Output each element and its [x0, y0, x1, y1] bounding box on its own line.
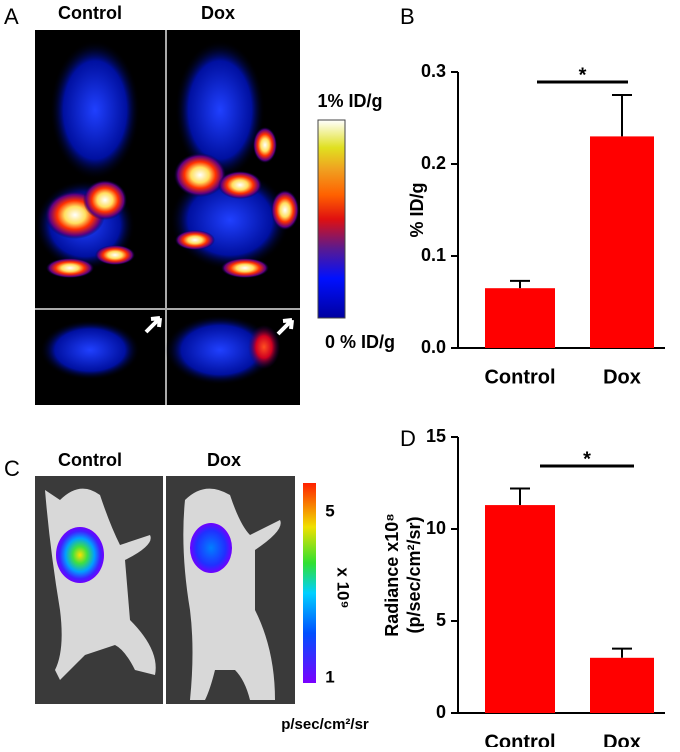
y-tick-label: 0.3	[421, 61, 446, 81]
fixed-texts: A Control Dox 1% ID/g 0 % ID/g C Control…	[4, 3, 395, 733]
bar	[485, 505, 555, 713]
x-tick-label: Dox	[603, 731, 641, 747]
column-label: Control	[58, 450, 122, 470]
pet-images	[35, 30, 346, 405]
y-tick-label: 0.0	[421, 337, 446, 357]
x-tick-label: Control	[484, 731, 555, 747]
y-axis-label: Radiance x10⁸	[382, 513, 402, 637]
bar	[590, 657, 654, 713]
significance-label: *	[579, 64, 587, 86]
y-tick-label: 0.1	[421, 245, 446, 265]
bar	[485, 288, 555, 348]
scale-factor: x 10⁹	[334, 567, 353, 608]
x-tick-label: Dox	[603, 366, 641, 388]
y-axis-label: % ID/g	[407, 182, 427, 237]
panel-label: D	[400, 426, 416, 451]
y-axis-label: (p/sec/cm²/sr)	[404, 516, 424, 633]
y-tick-label: 0	[436, 702, 446, 722]
significance-label: *	[583, 448, 591, 470]
y-tick-label: 5	[436, 610, 446, 630]
scale-label: 5	[325, 501, 334, 520]
scale-label: 1% ID/g	[317, 91, 382, 111]
bioluminescence-images	[35, 476, 316, 704]
scale-unit: p/sec/cm²/sr	[281, 716, 369, 733]
scale-label: 0 % ID/g	[325, 332, 395, 352]
scale-label: 1	[325, 667, 334, 686]
column-label: Dox	[207, 450, 241, 470]
y-tick-label: 10	[426, 518, 446, 538]
column-label: Dox	[201, 3, 235, 23]
y-tick-label: 15	[426, 426, 446, 446]
panel-label: C	[4, 456, 20, 481]
y-tick-label: 0.2	[421, 153, 446, 173]
bar	[590, 136, 654, 348]
x-tick-label: Control	[484, 366, 555, 388]
column-label: Control	[58, 3, 122, 23]
panel-label: B	[400, 4, 415, 29]
panel-label: A	[4, 4, 19, 29]
